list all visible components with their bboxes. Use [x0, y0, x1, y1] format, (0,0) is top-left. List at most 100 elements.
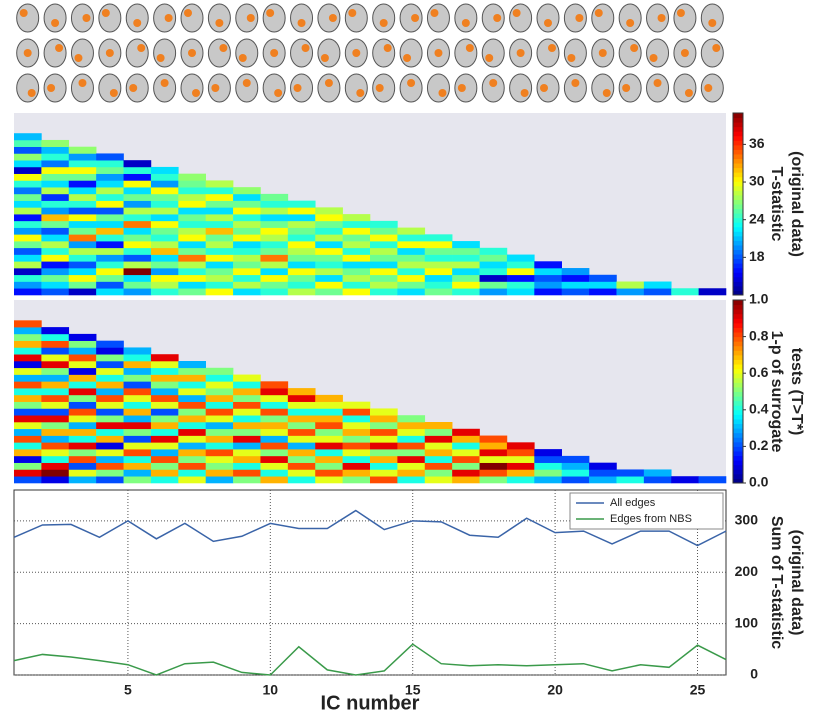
heatmap-cell — [41, 435, 70, 443]
colorbar-segment — [733, 341, 743, 347]
heatmap-cell — [150, 268, 179, 276]
activation-blob — [383, 44, 392, 52]
heatmap-cell — [534, 462, 562, 470]
brain-thumbnail — [235, 38, 259, 68]
colorbar-tick-label: 1.0 — [749, 291, 769, 307]
heatmap-cell — [205, 268, 234, 276]
heatmap-cell — [96, 261, 124, 269]
heatmap-cell — [315, 435, 343, 443]
heatmap-cell — [287, 388, 316, 396]
brain-thumbnail — [646, 73, 670, 103]
activation-blob — [78, 79, 87, 87]
heatmap-cell — [178, 187, 206, 195]
heatmap-cell — [178, 193, 206, 201]
heatmap-cell — [14, 268, 42, 276]
heatmap-cell — [14, 241, 42, 249]
heatmap-cell — [342, 288, 371, 296]
heatmap-cell — [397, 254, 426, 262]
heatmap-cell — [178, 200, 206, 208]
heatmap-cell — [41, 173, 70, 181]
heatmap-cell — [14, 153, 42, 161]
heatmap-cell — [370, 254, 398, 262]
heatmap-cell — [14, 442, 42, 450]
heatmap-cell — [589, 288, 617, 296]
heatmap-cell — [506, 449, 535, 457]
heatmap-cell — [41, 207, 70, 215]
heatmap-cell — [150, 207, 179, 215]
heatmap-cell — [68, 394, 97, 402]
heatmap-cell — [370, 476, 398, 484]
heatmap-cell — [424, 254, 453, 262]
heatmap-cell — [424, 261, 453, 269]
colorbar-tick-label: 0.6 — [749, 364, 769, 380]
colorbar-segment — [733, 309, 743, 315]
heatmap-cell — [370, 281, 398, 289]
heatmap-cell — [178, 381, 206, 389]
brain-thumbnail — [16, 73, 40, 103]
heatmap-cell — [397, 469, 426, 477]
heatmap-cell — [123, 415, 152, 423]
heatmap-cell — [479, 261, 508, 269]
activation-blob — [657, 14, 666, 22]
heatmap-cell — [397, 455, 426, 463]
activation-blob — [602, 89, 611, 97]
brain-thumbnail — [290, 3, 314, 33]
heatmap-cell — [479, 254, 508, 262]
heatmap-cell — [315, 261, 343, 269]
heatmap-cell — [287, 268, 316, 276]
colorbar-segment — [733, 386, 743, 392]
heatmap-cell — [150, 361, 179, 369]
colorbar-tick-label: 0.2 — [749, 437, 769, 453]
colorbar-segment — [733, 217, 743, 223]
heatmap-cell — [14, 288, 42, 296]
colorbar-segment — [733, 185, 743, 191]
heatmap-cell — [397, 428, 426, 436]
heatmap-cell — [452, 274, 480, 282]
activation-blob — [356, 89, 365, 97]
heatmap-cell — [205, 247, 234, 255]
heatmap-cell — [479, 476, 508, 484]
heatmap-cell — [68, 146, 97, 154]
heatmap-cell — [397, 288, 426, 296]
line-series — [13, 643, 727, 676]
heatmap-cell — [41, 160, 70, 168]
heatmap-cell — [96, 415, 124, 423]
heatmap-cell — [315, 455, 343, 463]
heatmap-cell — [41, 367, 70, 375]
heatmap-cell — [424, 268, 453, 276]
heatmap-cell — [342, 455, 371, 463]
heatmap-cell — [452, 281, 480, 289]
brain-thumbnail — [372, 3, 396, 33]
heatmap-cell — [397, 227, 426, 235]
x-tick-label: 20 — [547, 682, 563, 698]
heatmap-cell — [506, 274, 535, 282]
activation-blob — [567, 54, 576, 62]
heatmap-cell — [123, 166, 152, 174]
heatmap-cell — [123, 469, 152, 477]
colorbar-segment — [733, 113, 743, 119]
heatmap-cell — [178, 268, 206, 276]
heatmap-cell — [534, 455, 562, 463]
heatmap-cell — [14, 220, 42, 228]
heatmap-cell — [123, 422, 152, 430]
heatmap-cell — [233, 381, 261, 389]
heatmap-cell — [315, 241, 343, 249]
heatmap-cell — [233, 254, 261, 262]
heatmap-cell — [150, 247, 179, 255]
heatmap-cell — [68, 214, 97, 222]
activation-blob — [238, 54, 247, 62]
heatmap-cell — [41, 347, 70, 355]
heatmap-cell — [233, 274, 261, 282]
heatmap-cell — [178, 254, 206, 262]
legend-label: Edges from NBS — [610, 513, 692, 525]
heatmap-cell — [68, 288, 97, 296]
heatmap-cell — [178, 361, 206, 369]
heatmap-cell — [233, 247, 261, 255]
heatmap-cell — [41, 415, 70, 423]
heatmap-cell — [96, 367, 124, 375]
activation-blob — [430, 9, 439, 17]
colorbar-tick-label: 0.8 — [749, 327, 769, 343]
heatmap-cell — [370, 455, 398, 463]
heatmap-cell — [68, 469, 97, 477]
y-tick-label: 200 — [735, 563, 759, 579]
